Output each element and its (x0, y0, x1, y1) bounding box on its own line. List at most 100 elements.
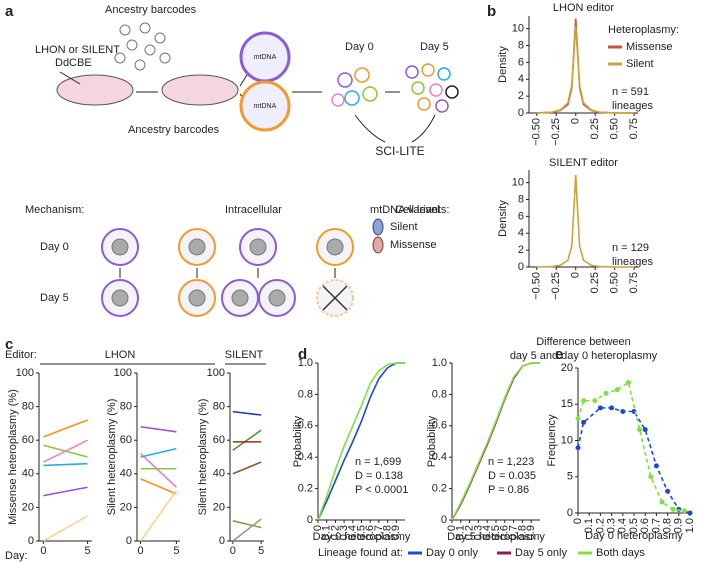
x-tick-label: 0.1 (321, 525, 333, 540)
label: Mechanism: (25, 204, 84, 216)
panel-label: b (487, 3, 496, 20)
label: mtDNA (254, 54, 277, 61)
label: Ancestry barcodes (128, 124, 220, 136)
day-label: Day: (5, 550, 28, 562)
x-tick-label: 0.25 (589, 118, 601, 139)
annotation: n = 591 (612, 86, 649, 98)
x-tick-label: 0.8 (662, 518, 674, 533)
series-line (536, 26, 635, 114)
x-axis-label: Day 5 heteroplasmy (447, 531, 545, 543)
series-line (451, 362, 540, 521)
y-tick-label: 10 (512, 177, 524, 189)
y-axis-label: Probability (292, 415, 304, 467)
series-line (232, 410, 262, 416)
legend-label: Day 0 only (426, 547, 478, 559)
x-tick-label: 0.4 (617, 518, 629, 533)
y-tick-label: 6 (518, 210, 524, 222)
x-tick-label: 0.5 (490, 525, 502, 540)
y-tick-label: 0 (28, 535, 34, 547)
marker (687, 510, 693, 516)
series-line (317, 362, 405, 521)
legend-title: Lineage found at: (318, 547, 403, 559)
x-tick-label: 0.6 (639, 518, 651, 533)
series-line (43, 439, 88, 463)
x-tick-label: 0.5 (355, 525, 367, 540)
y-tick-label: 20 (120, 501, 132, 513)
series-line (43, 462, 88, 467)
barcodes (114, 22, 171, 71)
x-tick-label: 0.7 (650, 518, 662, 533)
y-tick-label: 80 (213, 401, 225, 413)
annotation: lineages (612, 100, 653, 112)
y-tick-label: 0 (567, 507, 573, 519)
y-tick-label: 4 (518, 227, 524, 239)
group-label: LHON (105, 349, 136, 361)
legend-title: Heteroplasmy: (608, 24, 679, 36)
label: Day 5 (420, 41, 449, 53)
series-line (140, 478, 177, 495)
x-tick-label: 0 (570, 272, 582, 278)
annotation: P = 0.86 (488, 484, 529, 496)
x-tick-label: 5 (85, 545, 91, 557)
x-axis-label: Difference between (536, 336, 631, 348)
annotation: lineages (612, 256, 653, 268)
y-tick-label: 20 (561, 362, 573, 374)
y-tick-label: 0.2 (298, 483, 313, 495)
panel-label: d (298, 346, 307, 363)
nuclei (111, 238, 344, 307)
annotation: P < 0.0001 (355, 484, 408, 496)
series-line (317, 362, 405, 521)
y-tick-label: 0.6 (432, 420, 447, 432)
y-tick-label: 4 (518, 73, 524, 85)
marker (609, 405, 615, 411)
x-tick-label: 0.9 (390, 525, 402, 540)
x-tick-label: 5 (173, 545, 179, 557)
series-line (232, 461, 262, 475)
y-axis-label: Density (497, 200, 509, 237)
series-line (43, 419, 88, 438)
x-tick-label: 1.0 (684, 518, 696, 533)
x-tick-label: 0 (312, 525, 324, 531)
y-axis-label: Missense heteroplasmy (%) (7, 389, 19, 525)
y-tick-label: 0.6 (298, 420, 313, 432)
marker (575, 416, 581, 422)
marker (653, 463, 659, 469)
series-line (139, 490, 178, 542)
y-tick-label: 0.4 (298, 451, 313, 463)
y-tick-label: 60 (213, 434, 225, 446)
x-tick-label: −0.50 (531, 118, 543, 146)
x-axis-label: day 5 and day 0 heteroplasmy (510, 350, 658, 362)
marker (665, 488, 671, 494)
y-tick-label: 15 (561, 398, 573, 410)
series-line (577, 381, 685, 512)
dish (56, 74, 134, 106)
x-tick-label: −0.25 (550, 118, 562, 146)
y-tick-label: 20 (213, 501, 225, 513)
y-tick-label: 6 (518, 56, 524, 68)
y-tick-label: 100 (16, 367, 34, 379)
chart-title: LHON editor (553, 2, 614, 14)
y-tick-label: 60 (120, 434, 132, 446)
y-tick-label: 0.4 (432, 451, 447, 463)
x-tick-label: 0.5 (628, 518, 640, 533)
x-tick-label: 0.3 (472, 525, 484, 540)
panel-label: e (555, 346, 563, 363)
label: mtDNA (254, 103, 277, 110)
x-tick-label: 5 (258, 545, 264, 557)
marker (575, 445, 581, 451)
y-tick-label: 10 (561, 434, 573, 446)
marker (681, 508, 687, 514)
x-tick-label: 0.9 (525, 525, 537, 540)
silent-icon (372, 218, 384, 236)
x-axis-label: Day 0 heteroplasmy (313, 531, 411, 543)
marker (620, 409, 626, 414)
y-tick-label: 0.8 (432, 388, 447, 400)
chart-title: SILENT editor (549, 157, 618, 169)
x-tick-label: 0.8 (516, 525, 528, 540)
label: Silent (390, 221, 418, 233)
y-tick-label: 1.0 (432, 357, 447, 369)
x-tick-label: −0.25 (550, 272, 562, 300)
annotation: n = 1,699 (355, 456, 401, 468)
marker (603, 390, 609, 396)
